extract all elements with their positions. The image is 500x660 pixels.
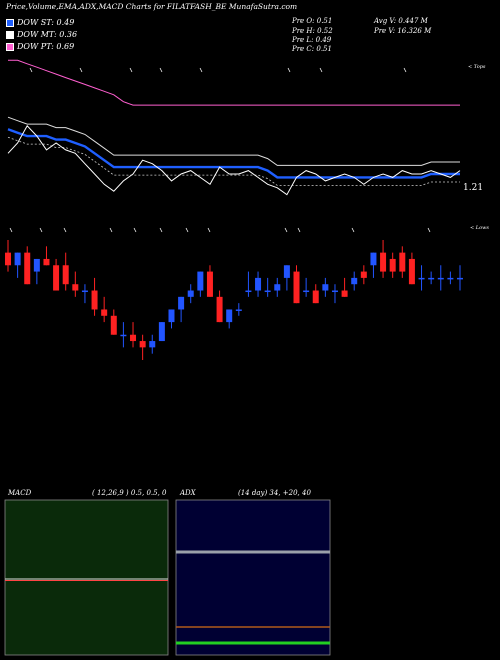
dow-st-line bbox=[7, 128, 460, 179]
legend-swatch-white bbox=[6, 30, 14, 39]
candle-body bbox=[293, 271, 300, 304]
candle-body bbox=[120, 334, 127, 337]
signal-tick bbox=[109, 227, 113, 233]
signal-tick bbox=[159, 227, 163, 233]
stat-prev-open: Pre O: 0.51 bbox=[292, 17, 333, 25]
candle-body bbox=[255, 277, 262, 291]
signal-tick bbox=[79, 67, 83, 73]
candle-body bbox=[91, 290, 98, 310]
legend-dow-st: DOW ST: 0.49 bbox=[6, 17, 74, 28]
candle-body bbox=[399, 252, 406, 272]
candle-body bbox=[380, 252, 387, 272]
candle-body bbox=[216, 296, 223, 323]
candle-body bbox=[418, 277, 425, 280]
dow-pt-line bbox=[8, 59, 460, 106]
macd-label: MACD bbox=[8, 489, 32, 497]
candle-body bbox=[235, 309, 242, 311]
stat-prev-volume: Pre V: 16.326 M bbox=[374, 27, 432, 35]
candle-body bbox=[428, 277, 435, 280]
candle-body bbox=[274, 284, 281, 291]
signal-tick bbox=[29, 67, 33, 73]
candle-body bbox=[168, 309, 175, 323]
candle-body bbox=[351, 277, 358, 285]
signal-tick bbox=[63, 227, 67, 233]
candle-body bbox=[312, 290, 319, 304]
adx-label: ADX bbox=[180, 489, 196, 497]
candle-body bbox=[303, 290, 310, 293]
chart-title: Price,Volume,EMA,ADX,MACD Charts for FIL… bbox=[6, 2, 298, 11]
candle-body bbox=[245, 290, 252, 293]
legend-dow-st-label: DOW ST: 0.49 bbox=[17, 18, 75, 27]
candle-body bbox=[101, 309, 108, 316]
dow-st-band-line bbox=[7, 136, 460, 186]
candle-body bbox=[360, 271, 367, 278]
signal-tick bbox=[427, 227, 431, 233]
legend-dow-pt-label: DOW PT: 0.69 bbox=[17, 42, 75, 51]
stat-avg-volume: Avg V: 0.447 M bbox=[374, 17, 428, 25]
candle-body bbox=[197, 271, 204, 291]
candle-body bbox=[130, 334, 137, 342]
signal-tick bbox=[284, 227, 288, 233]
macd-params: ( 12,26,9 ) 0.5, 0.5, 0 bbox=[92, 489, 167, 497]
candle-body bbox=[14, 252, 21, 266]
signal-tick bbox=[159, 67, 163, 73]
signal-tick bbox=[351, 227, 355, 233]
candle-body bbox=[408, 258, 415, 285]
candle-body bbox=[149, 341, 156, 348]
candle-body bbox=[457, 277, 463, 280]
candle-body bbox=[72, 284, 79, 291]
signal-tick bbox=[287, 67, 291, 73]
signal-tick bbox=[185, 227, 189, 233]
candle-body bbox=[322, 284, 329, 291]
candle-body bbox=[43, 258, 50, 266]
candle-body bbox=[226, 309, 233, 323]
candle-body bbox=[341, 290, 348, 297]
signal-tick bbox=[297, 227, 301, 233]
candle-body bbox=[331, 290, 338, 293]
candle-body bbox=[447, 277, 454, 280]
candle-body bbox=[110, 315, 117, 335]
signal-tick bbox=[133, 227, 137, 233]
stat-prev-low: Pre L: 0.49 bbox=[292, 36, 332, 44]
dow-st-upper-band-line bbox=[7, 116, 460, 166]
legend-swatch-pink bbox=[6, 42, 14, 51]
candle-body bbox=[283, 265, 290, 278]
signal-tick bbox=[129, 67, 133, 73]
legend-swatch-blue bbox=[6, 18, 14, 27]
lows-label: < Lows bbox=[470, 225, 489, 231]
candle-body bbox=[437, 277, 444, 280]
candle-body bbox=[264, 290, 271, 293]
macd-panel bbox=[4, 499, 169, 656]
signal-tick bbox=[39, 227, 43, 233]
candle-body bbox=[62, 265, 69, 285]
candle-body bbox=[178, 296, 185, 310]
stat-prev-high: Pre H: 0.52 bbox=[292, 27, 333, 35]
candle-body bbox=[5, 252, 11, 266]
candle-body bbox=[24, 252, 31, 285]
stat-prev-close: Pre C: 0.51 bbox=[292, 45, 332, 53]
candle-body bbox=[33, 258, 40, 272]
price-label: 1.21 bbox=[463, 183, 484, 193]
candle-body bbox=[370, 252, 377, 266]
signal-tick bbox=[319, 67, 323, 73]
signal-tick bbox=[9, 227, 13, 233]
tops-label: < Tops bbox=[468, 64, 486, 70]
signal-tick bbox=[403, 67, 407, 73]
candle-body bbox=[206, 271, 213, 297]
candle-body bbox=[389, 258, 396, 272]
legend-dow-mt: DOW MT: 0.36 bbox=[6, 29, 77, 40]
legend-dow-pt: DOW PT: 0.69 bbox=[6, 41, 74, 52]
candle-body bbox=[53, 265, 60, 291]
adx-params: (14 day) 34, +20, 40 bbox=[238, 489, 311, 497]
legend-dow-mt-label: DOW MT: 0.36 bbox=[17, 30, 78, 39]
signal-tick bbox=[207, 227, 211, 233]
candle-body bbox=[81, 290, 88, 293]
adx-panel bbox=[175, 499, 331, 656]
candle-body bbox=[187, 290, 194, 297]
candle-body bbox=[139, 341, 146, 348]
dow-mt-line bbox=[7, 124, 461, 196]
signal-tick bbox=[199, 67, 203, 73]
candle-body bbox=[158, 322, 165, 342]
